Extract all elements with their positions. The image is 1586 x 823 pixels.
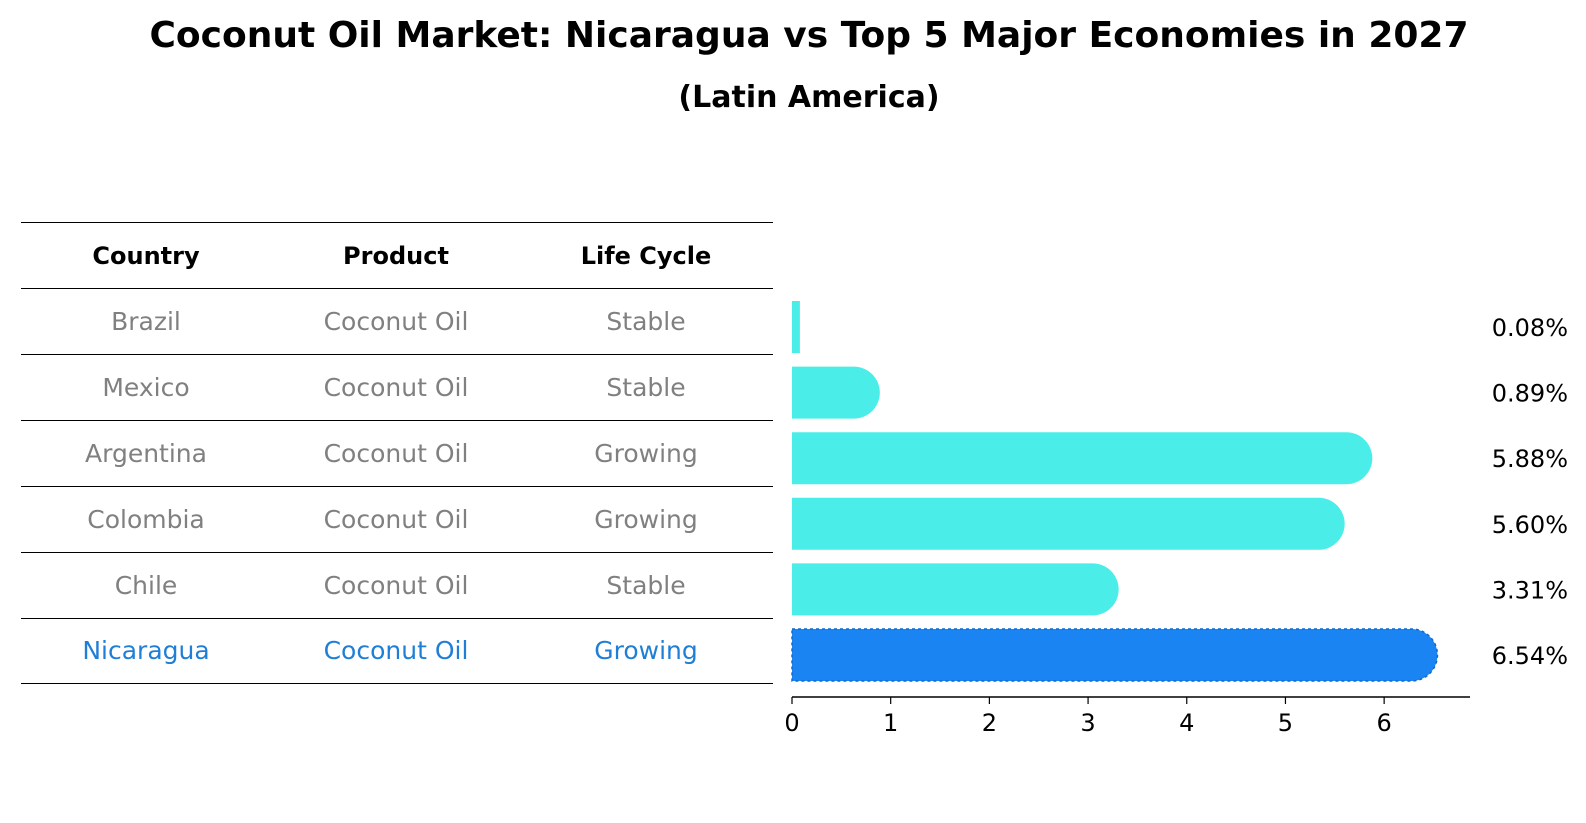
bar-colombia [792, 497, 1345, 550]
table-row: Mexico Coconut Oil Stable [21, 354, 773, 420]
data-label-nicaragua: 6.54% [1492, 642, 1568, 670]
product-cell: Coconut Oil [323, 504, 469, 534]
country-cell: Mexico [102, 372, 190, 402]
x-tick-label-4: 4 [1179, 709, 1194, 737]
table-header-row: Country Product Life Cycle [21, 222, 773, 288]
x-tick-label-0: 0 [784, 709, 799, 737]
header-country: Country [92, 241, 200, 270]
product-cell: Coconut Oil [323, 636, 469, 665]
life-cycle-cell: Stable [606, 372, 686, 402]
table-row: Chile Coconut Oil Stable [21, 552, 773, 618]
x-tick-label-5: 5 [1278, 709, 1293, 737]
country-cell: Nicaragua [82, 636, 210, 665]
product-cell: Coconut Oil [323, 438, 469, 468]
data-label-colombia: 5.60% [1492, 511, 1568, 539]
product-cell: Coconut Oil [323, 306, 469, 336]
country-cell: Colombia [87, 504, 205, 534]
table-row: Argentina Coconut Oil Growing [21, 420, 773, 486]
bar-brazil [792, 301, 800, 353]
life-cycle-cell: Stable [606, 306, 686, 336]
table-row-highlight: Nicaragua Coconut Oil Growing [21, 618, 773, 684]
chart-title: Coconut Oil Market: Nicaragua vs Top 5 M… [149, 15, 1469, 56]
header-product: Product [343, 241, 449, 270]
country-cell: Brazil [111, 306, 181, 336]
x-tick-label-3: 3 [1080, 709, 1095, 737]
data-label-brazil: 0.08% [1492, 314, 1568, 342]
x-tick-label-6: 6 [1376, 709, 1391, 737]
data-label-argentina: 5.88% [1492, 445, 1568, 473]
life-cycle-cell: Growing [594, 438, 698, 468]
life-cycle-cell: Growing [594, 636, 698, 665]
product-cell: Coconut Oil [323, 372, 469, 402]
table-row: Brazil Coconut Oil Stable [21, 288, 773, 354]
country-cell: Argentina [85, 438, 207, 468]
data-label-mexico: 0.89% [1492, 380, 1568, 408]
country-cell: Chile [114, 570, 178, 600]
bar-nicaragua [791, 628, 1439, 682]
x-tick-label-1: 1 [883, 709, 898, 737]
data-label-chile: 3.31% [1492, 576, 1568, 604]
market-table: Country Product Life Cycle Brazil Coconu… [21, 222, 773, 684]
header-life-cycle: Life Cycle [580, 241, 712, 270]
life-cycle-cell: Growing [594, 504, 698, 534]
chart-subtitle: (Latin America) [678, 80, 940, 115]
bar-mexico [792, 366, 880, 419]
bar-chile [792, 563, 1119, 616]
product-cell: Coconut Oil [323, 570, 469, 600]
x-tick-label-2: 2 [982, 709, 997, 737]
table-row: Colombia Coconut Oil Growing [21, 486, 773, 552]
bar-argentina [792, 432, 1373, 485]
life-cycle-cell: Stable [606, 570, 686, 600]
